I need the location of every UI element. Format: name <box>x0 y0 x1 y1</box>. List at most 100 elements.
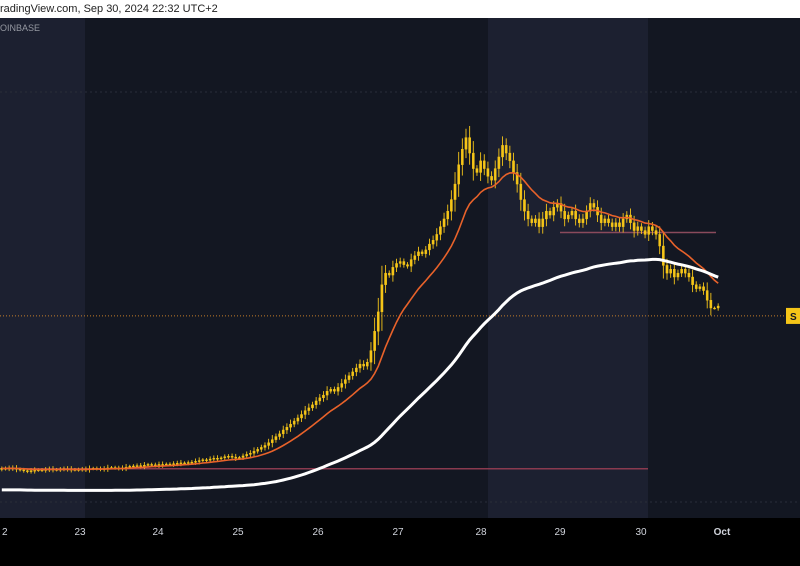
candle-body <box>490 176 493 181</box>
candle-body <box>610 222 614 227</box>
candle-body <box>705 290 709 301</box>
candle-body <box>523 199 526 212</box>
candle-body <box>417 251 420 256</box>
candle-body <box>318 397 322 402</box>
candle-body <box>369 350 373 363</box>
time-axis-strip <box>0 518 800 566</box>
candle-body <box>614 222 618 227</box>
candle-body <box>420 251 424 254</box>
candle-body <box>402 261 406 265</box>
candle-body <box>307 407 311 411</box>
candle-body <box>314 400 318 406</box>
candle-body <box>442 218 446 227</box>
candle-body <box>431 240 435 245</box>
candle-body <box>662 245 665 266</box>
candle-body <box>373 331 376 351</box>
candle-body <box>33 470 37 472</box>
candle-body <box>658 234 661 247</box>
candle-body <box>285 427 289 431</box>
candle-body <box>358 363 362 369</box>
candle-body <box>249 453 252 455</box>
candle-body <box>577 218 581 223</box>
candle-body <box>687 272 691 278</box>
candle-body <box>475 168 479 173</box>
candle-body <box>599 214 603 223</box>
session-band <box>488 18 648 518</box>
candle-body <box>669 269 672 274</box>
candle-body <box>380 284 384 313</box>
candle-body <box>534 218 537 223</box>
candle-body <box>603 218 607 223</box>
x-tick-label: 30 <box>635 527 647 538</box>
candle-body <box>636 226 640 231</box>
candle-body <box>694 284 698 289</box>
x-tick-label: 25 <box>232 527 244 538</box>
candle-body <box>146 464 150 466</box>
candle-body <box>530 218 534 223</box>
candle-body <box>194 461 197 463</box>
candle-body <box>479 160 482 173</box>
candle-body <box>702 286 705 291</box>
candle-body <box>219 457 223 460</box>
candle-body <box>278 433 281 437</box>
candle-body <box>526 210 530 220</box>
candle-body <box>398 261 402 264</box>
x-tick-label: 27 <box>392 527 404 538</box>
candle-body <box>303 410 307 415</box>
candle-body <box>340 383 344 388</box>
candle-body <box>150 464 153 466</box>
candle-body <box>143 465 146 467</box>
x-tick-label: Oct <box>714 527 731 538</box>
candle-body <box>632 222 636 231</box>
candle-body <box>508 152 512 162</box>
candle-body <box>647 226 651 235</box>
candle-body <box>289 423 292 428</box>
candle-body <box>135 465 139 467</box>
candle-body <box>376 311 380 332</box>
watermark-header: radingView.com, Sep 30, 2024 22:32 UTC+2 <box>0 0 800 18</box>
candle-body <box>683 269 687 274</box>
candle-body <box>563 210 566 220</box>
candle-body <box>548 210 552 216</box>
candle-body <box>482 160 486 169</box>
candle-body <box>227 456 230 458</box>
x-tick-label: 23 <box>74 527 86 538</box>
candle-body <box>570 210 574 216</box>
session-band <box>0 18 85 518</box>
price-tag-label: S <box>790 312 797 323</box>
candle-body <box>230 456 234 458</box>
candle-body <box>260 447 263 450</box>
candle-body <box>186 462 190 464</box>
candle-body <box>409 259 413 267</box>
candle-body <box>362 363 365 367</box>
candle-body <box>292 420 296 425</box>
candle-body <box>457 164 460 185</box>
candle-body <box>234 456 238 459</box>
candle-body <box>472 152 475 169</box>
candle-body <box>366 362 369 367</box>
candle-body <box>336 387 340 392</box>
candle-body <box>581 218 585 223</box>
candle-body <box>486 168 490 177</box>
candle-body <box>680 269 683 274</box>
exchange-label: OINBASE <box>0 23 40 33</box>
candle-body <box>205 459 208 461</box>
candle-body <box>391 267 395 276</box>
candle-body <box>545 210 548 220</box>
candle-body <box>413 255 417 260</box>
candle-body <box>519 183 523 200</box>
candle-body <box>435 234 439 241</box>
candle-body <box>504 145 508 154</box>
candle-body <box>424 249 428 254</box>
candle-body <box>654 230 658 235</box>
candle-body <box>607 218 610 223</box>
candle-body <box>325 391 329 396</box>
candle-body <box>183 462 186 465</box>
candle-body <box>128 466 132 468</box>
candle-body <box>552 207 556 216</box>
candle-body <box>26 470 29 472</box>
candle-body <box>329 389 333 392</box>
candle-body <box>559 203 563 212</box>
candle-body <box>311 404 314 409</box>
